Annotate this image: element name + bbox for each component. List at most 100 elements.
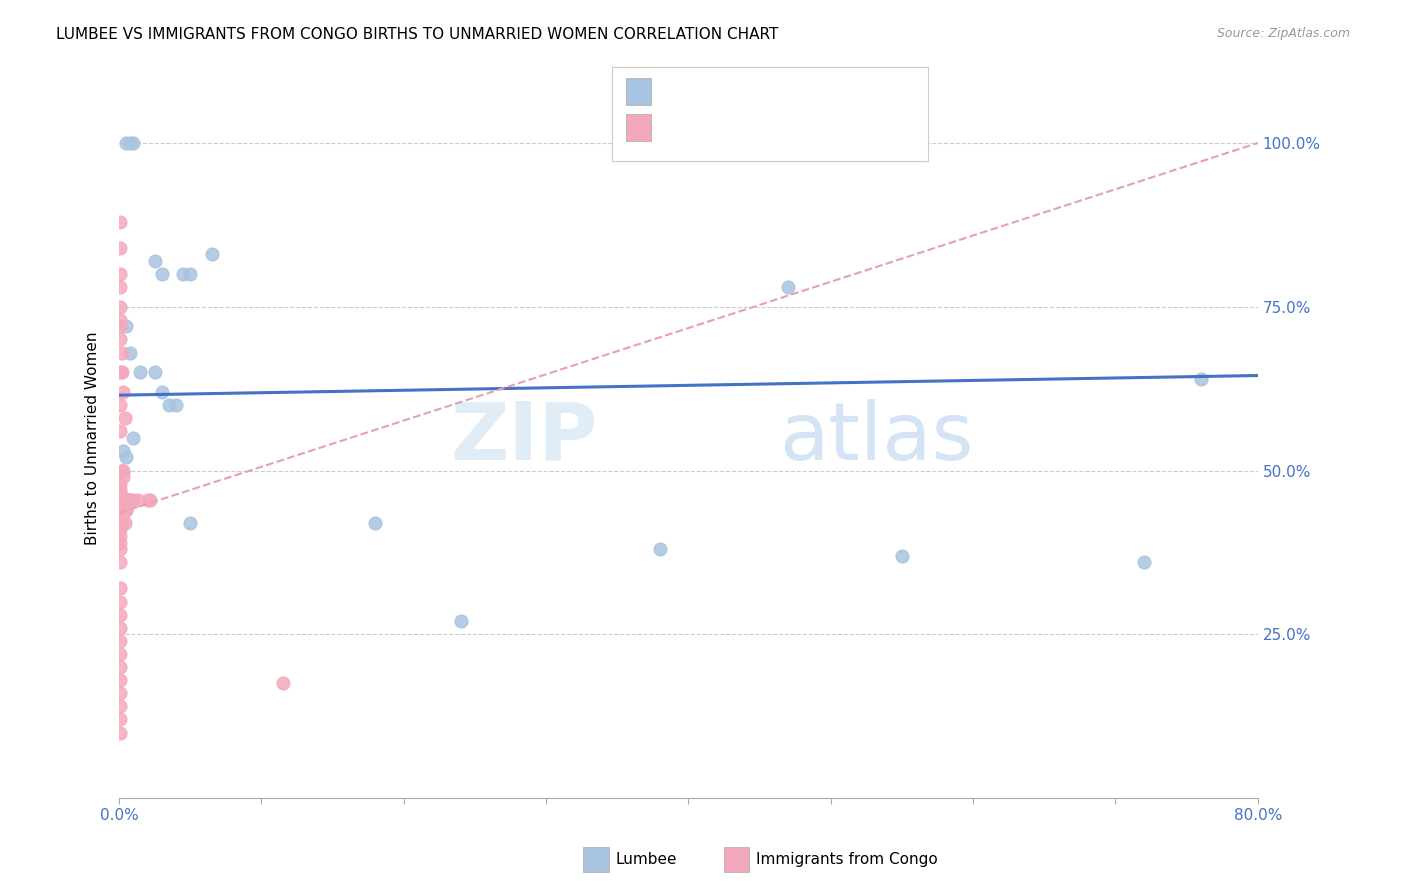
Point — [115, 136, 138, 150]
Point — [110, 214, 132, 228]
Point — [111, 490, 134, 504]
Point — [172, 267, 194, 281]
Text: R =  0.031   N = 31: R = 0.031 N = 31 — [659, 83, 849, 101]
Point — [110, 280, 132, 294]
Point — [110, 621, 132, 635]
Point — [110, 490, 132, 504]
Point — [110, 673, 132, 687]
Point — [115, 503, 138, 517]
Point — [110, 333, 132, 347]
Point — [112, 493, 135, 508]
Point — [110, 535, 132, 549]
Point — [129, 365, 152, 379]
Point — [115, 450, 138, 465]
Point — [127, 493, 149, 508]
Point — [115, 503, 138, 517]
Point — [110, 509, 132, 524]
Point — [110, 686, 132, 700]
Point — [110, 493, 132, 508]
Point — [114, 493, 136, 508]
Point — [111, 345, 134, 359]
Point — [450, 614, 472, 628]
Point — [112, 493, 135, 508]
Point — [136, 493, 159, 508]
Point — [110, 647, 132, 661]
Point — [110, 555, 132, 569]
Point — [115, 493, 138, 508]
Point — [114, 516, 136, 530]
Point — [111, 463, 134, 477]
Point — [143, 365, 166, 379]
Point — [112, 384, 135, 399]
Point — [120, 136, 142, 150]
Point — [110, 319, 132, 334]
Point — [117, 493, 139, 508]
Point — [111, 463, 134, 477]
Point — [122, 431, 145, 445]
Point — [110, 503, 132, 517]
Point — [110, 365, 132, 379]
Point — [110, 542, 132, 557]
Point — [111, 365, 134, 379]
Point — [143, 253, 166, 268]
Point — [114, 493, 136, 508]
Point — [648, 542, 671, 557]
Text: LUMBEE VS IMMIGRANTS FROM CONGO BIRTHS TO UNMARRIED WOMEN CORRELATION CHART: LUMBEE VS IMMIGRANTS FROM CONGO BIRTHS T… — [56, 27, 779, 42]
Point — [150, 384, 173, 399]
Point — [114, 493, 136, 508]
Point — [112, 443, 135, 458]
Point — [139, 493, 162, 508]
Point — [778, 280, 800, 294]
Point — [110, 476, 132, 491]
Point — [111, 463, 134, 477]
Point — [110, 660, 132, 674]
Point — [120, 493, 142, 508]
Point — [118, 493, 141, 508]
Text: atlas: atlas — [779, 399, 974, 476]
Point — [179, 267, 201, 281]
Point — [271, 676, 294, 690]
Point — [122, 136, 145, 150]
Point — [111, 493, 134, 508]
Point — [110, 398, 132, 412]
Point — [112, 493, 135, 508]
Point — [111, 503, 134, 517]
Point — [150, 267, 173, 281]
Point — [112, 463, 135, 477]
Point — [110, 582, 132, 596]
Text: Source: ZipAtlas.com: Source: ZipAtlas.com — [1216, 27, 1350, 40]
Point — [110, 607, 132, 622]
Point — [111, 493, 134, 508]
Point — [120, 345, 142, 359]
Point — [364, 516, 387, 530]
Point — [111, 493, 134, 508]
Point — [110, 483, 132, 498]
Point — [891, 549, 914, 563]
Point — [114, 411, 136, 425]
Point — [110, 713, 132, 727]
Point — [200, 247, 222, 261]
Point — [1133, 555, 1156, 569]
Point — [117, 493, 139, 508]
Point — [115, 493, 138, 508]
Point — [110, 300, 132, 314]
Point — [110, 424, 132, 438]
Point — [122, 493, 145, 508]
Point — [165, 398, 187, 412]
Point — [112, 470, 135, 484]
Point — [110, 523, 132, 537]
Text: ZIP: ZIP — [450, 399, 598, 476]
Point — [115, 493, 138, 508]
Point — [110, 633, 132, 648]
Point — [157, 398, 180, 412]
Point — [112, 463, 135, 477]
Text: Immigrants from Congo: Immigrants from Congo — [756, 853, 938, 867]
Point — [111, 516, 134, 530]
Point — [110, 529, 132, 543]
Point — [110, 241, 132, 255]
Point — [115, 319, 138, 334]
Point — [110, 699, 132, 714]
Point — [179, 516, 201, 530]
Point — [1189, 372, 1212, 386]
Point — [110, 594, 132, 608]
